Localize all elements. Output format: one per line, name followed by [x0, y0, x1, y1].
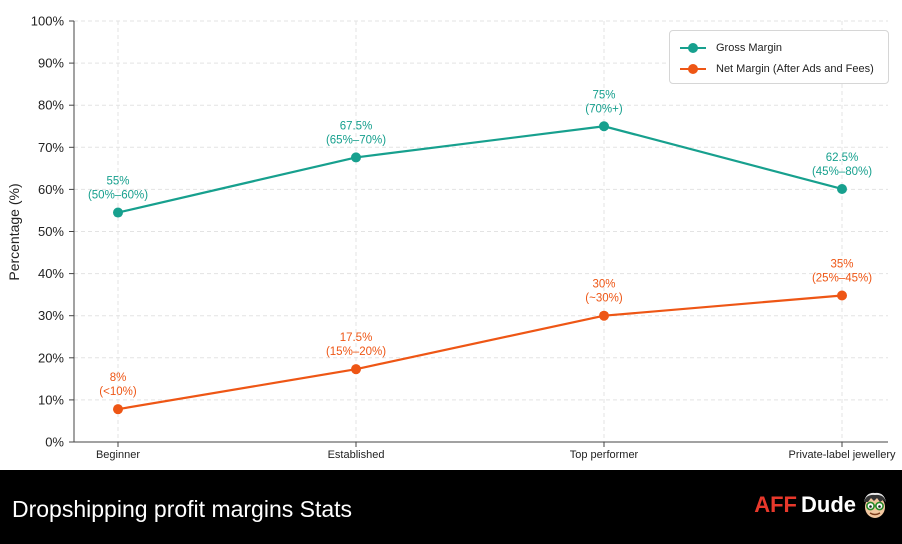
data-sublabel: (15%–20%) [326, 346, 386, 358]
data-sublabel: (65%–70%) [326, 134, 386, 146]
data-sublabel: (70%+) [585, 103, 623, 115]
logo-dude-text: Dude [801, 492, 856, 517]
footer-banner: Dropshipping profit margins Stats AFF Du… [0, 470, 902, 544]
x-tick-label: Established [328, 449, 385, 461]
y-tick-label: 70% [38, 140, 64, 155]
legend-entry-net-margin: Net Margin (After Ads and Fees) [680, 58, 878, 79]
y-tick-label: 30% [38, 308, 64, 323]
y-tick-label: 0% [45, 435, 64, 450]
data-sublabel: (25%–45%) [812, 272, 872, 284]
legend-entry-gross-margin: Gross Margin [680, 37, 878, 58]
data-label: 62.5% [826, 152, 859, 164]
data-label: 75% [592, 89, 615, 101]
data-point [351, 364, 361, 375]
data-point [113, 207, 123, 218]
data-point [837, 183, 847, 194]
logo-aff-text: AFF [754, 492, 797, 517]
legend-label: Net Margin (After Ads and Fees) [716, 62, 874, 75]
data-sublabel: (45%–80%) [812, 166, 872, 178]
data-label: 30% [592, 279, 615, 291]
data-label: 35% [830, 258, 853, 270]
brand-logo: AFF Dude [754, 490, 890, 520]
data-label: 8% [110, 372, 127, 384]
series-line-0 [117, 125, 843, 214]
data-label: 17.5% [340, 332, 373, 344]
footer-title: Dropshipping profit margins Stats [12, 496, 353, 522]
data-point [113, 404, 123, 415]
data-sublabel: (<10%) [99, 386, 137, 398]
x-tick-label: Top performer [570, 449, 639, 461]
chart-area: 0% 10% 20% 30% 40% 50% 60% 70% 80% 90% 100% Beginne… [6, 13, 896, 462]
data-point [837, 290, 847, 301]
axis-layer: 0% 10% 20% 30% 40% 50% 60% 70% 80% 90% 100% Beginne… [31, 14, 896, 462]
mascot-icon [864, 492, 886, 518]
data-point [599, 310, 609, 321]
y-tick-label: 60% [38, 182, 64, 197]
y-tick-label: 100% [31, 14, 65, 29]
x-tick-label: Beginner [96, 449, 140, 461]
data-label: 67.5% [340, 120, 373, 132]
legend: Gross Margin Net Margin (After Ads and F… [669, 30, 889, 84]
y-tick-label: 90% [38, 56, 64, 71]
y-tick-label: 80% [38, 98, 64, 113]
x-tick-label: Private-label jewellery [789, 449, 896, 461]
series-line-1 [117, 294, 843, 411]
data-point [599, 121, 609, 132]
data-sublabel: (50%–60%) [88, 190, 148, 202]
legend-swatch-net-margin [680, 63, 706, 75]
grid-layer [74, 20, 888, 442]
y-tick-label: 20% [38, 350, 64, 365]
y-tick-label: 50% [38, 224, 64, 239]
line-chart: 0% 10% 20% 30% 40% 50% 60% 70% 80% 90% 100% Beginne… [6, 14, 896, 462]
legend-label: Gross Margin [716, 41, 783, 54]
y-tick-label: 10% [38, 392, 64, 407]
series-layer: 55% (50%–60%) 67.5% (65%–70%) 75% (70%+) 62.5%… [88, 89, 872, 415]
y-tick-label: 40% [38, 266, 64, 281]
data-point [351, 152, 361, 163]
legend-swatch-gross-margin [680, 42, 706, 54]
y-axis-label: Percentage (%) [6, 183, 22, 280]
data-sublabel: (~30%) [585, 293, 623, 305]
data-label: 55% [106, 176, 129, 188]
